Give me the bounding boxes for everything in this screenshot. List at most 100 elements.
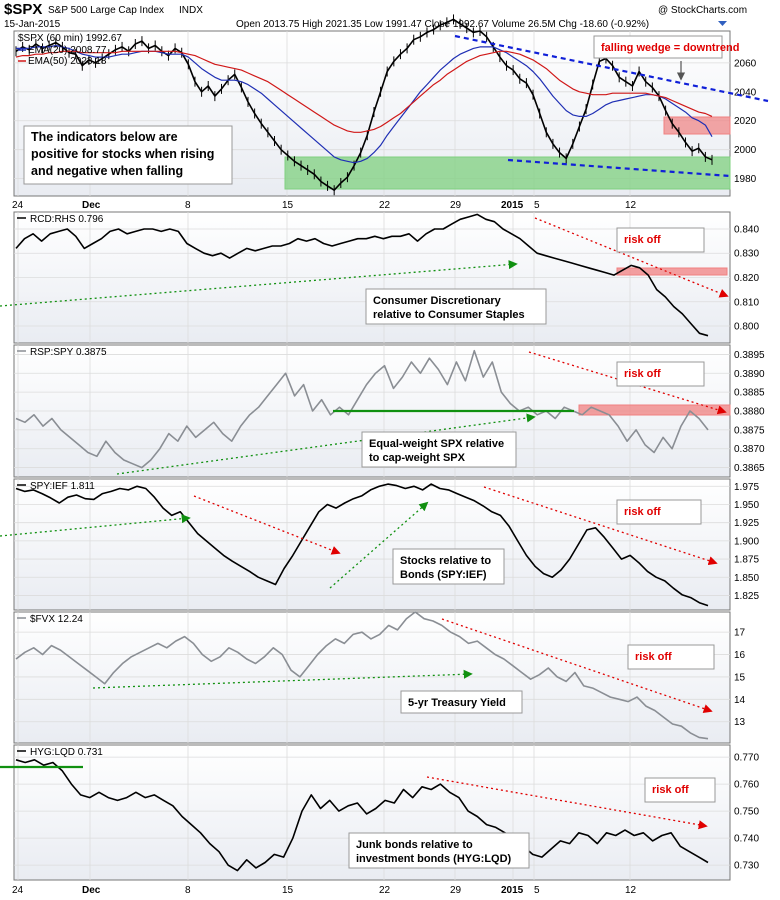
panel-2-ytick-4: 0.3885 — [734, 388, 765, 399]
intro-note-box-line-2: and negative when falling — [31, 164, 183, 178]
panel-0-legend-price: $SPX (60 min) 1992.67 — [18, 33, 122, 44]
fvx-note-box-line-0: 5-yr Treasury Yield — [408, 697, 506, 709]
rcd-note-box — [365, 288, 547, 325]
spy-green-arrow-1 — [0, 514, 191, 537]
panel-1-ytick-2: 0.820 — [734, 273, 759, 284]
x-label-bottom-5: 29 — [450, 885, 462, 896]
rsp-riskoff-box — [616, 361, 705, 387]
spy-note-box-line-0: Stocks relative to — [400, 555, 491, 567]
panel-3-ytick-2: 1.875 — [734, 555, 759, 566]
intro-note-box — [23, 125, 233, 185]
panel-3-legend: SPY:IEF 1.811 — [30, 481, 95, 492]
header-date: 15-Jan-2015 — [4, 19, 61, 30]
panel-1-ytick-4: 0.840 — [734, 224, 759, 235]
x-label-top-8: 12 — [625, 200, 637, 211]
wedge-note-box-line-0: falling wedge = downtrend — [601, 42, 739, 54]
spy-green-arrow-2 — [329, 501, 429, 589]
panel-4-series-0 — [15, 611, 709, 740]
hyg-note-box — [348, 832, 530, 869]
hyg-note-box-line-1: investment bonds (HYG:LQD) — [356, 853, 512, 865]
panel-0-series-0 — [15, 18, 713, 191]
rcd-resistance-zone — [616, 267, 728, 276]
x-label-top-6: 2015 — [501, 200, 524, 211]
panel-2-ytick-1: 0.3870 — [734, 444, 765, 455]
hyg-red-arrow — [426, 776, 708, 830]
watermark: @ StockCharts.com — [658, 5, 747, 16]
panel-5-ytick-3: 0.760 — [734, 780, 759, 791]
panel-0-legend-ema50: EMA(50) 2023.18 — [28, 56, 107, 67]
panel-2-ytick-2: 0.3875 — [734, 425, 765, 436]
panel-4-legend: $FVX 12.24 — [30, 614, 83, 625]
panel-2-series-0 — [15, 349, 709, 469]
x-label-bottom-3: 15 — [282, 885, 294, 896]
intro-note-box-line-1: positive for stocks when rising — [31, 147, 214, 161]
panel-1-legend: RCD:RHS 0.796 — [30, 214, 104, 225]
panel-4-ytick-0: 13 — [734, 717, 746, 728]
fvx-note-box — [400, 690, 523, 714]
panel-4-ytick-4: 17 — [734, 628, 746, 639]
panel-3-ytick-6: 1.975 — [734, 482, 759, 493]
x-label-bottom-1: Dec — [82, 885, 101, 896]
rsp-note-box-line-1: to cap-weight SPX — [369, 452, 466, 464]
hyg-note-box-line-0: Junk bonds relative to — [356, 839, 473, 851]
rsp-note-box-line-0: Equal-weight SPX relative — [369, 438, 504, 450]
wedge-note-box — [593, 35, 723, 59]
panel-3-frame — [13, 478, 731, 611]
x-label-bottom-8: 12 — [625, 885, 637, 896]
panel-2-ytick-5: 0.3890 — [734, 369, 765, 380]
x-label-bottom-0: 24 — [12, 885, 24, 896]
spy-note-box-line-1: Bonds (SPY:IEF) — [400, 569, 487, 581]
x-label-top-1: Dec — [82, 200, 101, 211]
x-label-top-4: 22 — [379, 200, 391, 211]
panel-3-ytick-5: 1.950 — [734, 500, 759, 511]
panel-4-frame — [13, 611, 731, 744]
header-dropdown-icon[interactable] — [718, 21, 727, 26]
header-name: S&P 500 Large Cap Index — [48, 5, 164, 16]
spy-note-box — [392, 548, 505, 585]
x-label-top-0: 24 — [12, 200, 24, 211]
panel-5-legend: HYG:LQD 0.731 — [30, 747, 103, 758]
spy-red-arrow-1 — [193, 495, 341, 555]
rsp-green-arrow — [116, 413, 536, 475]
rsp-red-arrow — [528, 351, 727, 415]
panel-0-legend-ema20: EMA(20) 2008.77 — [28, 45, 107, 56]
support-zone — [284, 156, 731, 190]
panel-2-ytick-3: 0.3880 — [734, 407, 765, 418]
wedge-lower-line — [507, 158, 731, 178]
hyg-riskoff-box — [644, 777, 716, 803]
panel-1-ytick-3: 0.830 — [734, 249, 759, 260]
rcd-riskoff-box — [616, 227, 705, 253]
rcd-riskoff-box-line-0: risk off — [624, 234, 661, 246]
fvx-riskoff-box — [627, 644, 715, 670]
panel-3-ytick-3: 1.900 — [734, 536, 759, 547]
spy-riskoff-box-line-0: risk off — [624, 506, 661, 518]
x-label-bottom-7: 5 — [534, 885, 540, 896]
panel-5-series-0 — [15, 759, 709, 872]
panel-0-ytick-0: 1980 — [734, 174, 757, 185]
panel-0-ytick-3: 2040 — [734, 87, 757, 98]
panel-0-ytick-2: 2020 — [734, 116, 757, 127]
fvx-green-arrow — [92, 669, 473, 689]
panel-1-series-0 — [15, 213, 709, 337]
panel-1-ytick-0: 0.800 — [734, 322, 759, 333]
x-label-top-5: 29 — [450, 200, 462, 211]
panel-5-ytick-2: 0.750 — [734, 807, 759, 818]
header-exchange: INDX — [179, 5, 203, 16]
hyg-riskoff-box-line-0: risk off — [652, 784, 689, 796]
fvx-red-arrow — [441, 618, 713, 713]
rcd-note-box-line-1: relative to Consumer Staples — [373, 309, 525, 321]
panel-3-ytick-1: 1.850 — [734, 573, 759, 584]
panel-3-ytick-4: 1.925 — [734, 518, 759, 529]
panel-5-ytick-1: 0.740 — [734, 834, 759, 845]
panels-group: 1980 2000 2020 2040 2060 The indicators below… — [0, 14, 769, 896]
header-symbol: $SPX — [4, 1, 42, 18]
panel-0-series-1 — [16, 44, 713, 164]
rsp-riskoff-box-line-0: risk off — [624, 368, 661, 380]
rcd-green-arrow — [0, 260, 518, 307]
panel-3-ytick-0: 1.825 — [734, 591, 759, 602]
panel-2-legend: RSP:SPY 0.3875 — [30, 347, 107, 358]
x-label-bottom-4: 22 — [379, 885, 391, 896]
panel-4-ytick-2: 15 — [734, 672, 746, 683]
intro-note-box-line-0: The indicators below are — [31, 130, 178, 144]
panel-4-ytick-3: 16 — [734, 650, 746, 661]
